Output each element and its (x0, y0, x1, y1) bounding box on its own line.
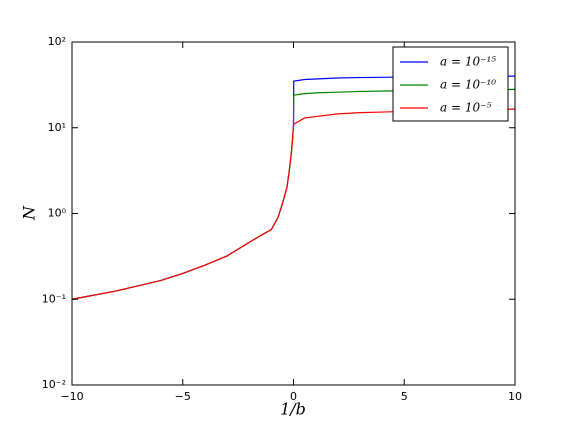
legend-label: a = 10⁻¹⁵ (440, 55, 496, 69)
legend-box (392, 46, 509, 122)
x-tick-label: −5 (175, 390, 191, 403)
x-axis-label: 1/b (280, 400, 306, 419)
x-tick-label: 10 (508, 390, 522, 403)
x-tick-label: 0 (290, 390, 297, 403)
y-tick-label: 10⁻¹ (42, 292, 66, 305)
x-tick-label: 5 (401, 390, 408, 403)
y-tick-label: 10² (48, 35, 66, 48)
y-tick-label: 10¹ (48, 121, 66, 134)
legend-label: a = 10⁻¹⁰ (440, 78, 496, 92)
legend-label: a = 10⁻⁵ (440, 101, 491, 115)
y-axis-label: N (20, 205, 39, 221)
y-tick-label: 10⁰ (48, 207, 67, 220)
series-line (71, 108, 516, 300)
x-tick-label: −10 (60, 390, 83, 403)
y-tick-label: 10⁻² (42, 378, 66, 391)
